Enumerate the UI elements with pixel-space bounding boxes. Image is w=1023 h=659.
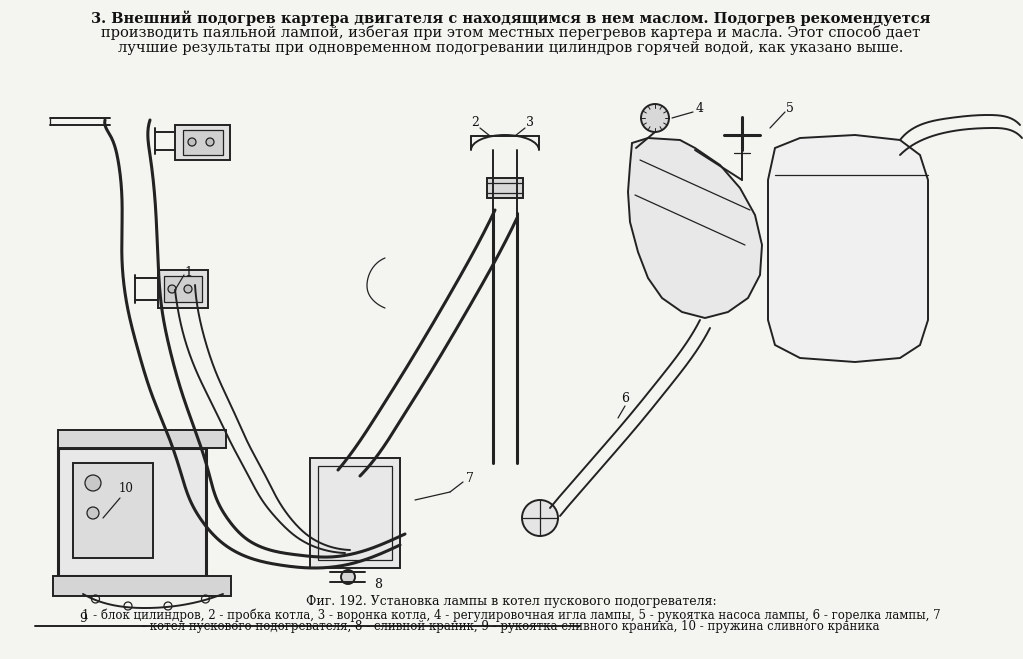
Bar (158, 270, 208, 308)
Polygon shape (628, 138, 762, 318)
Circle shape (85, 475, 101, 491)
Text: 8: 8 (374, 577, 382, 590)
Bar (58, 448, 206, 576)
Text: 3: 3 (526, 117, 534, 130)
Text: 9: 9 (79, 612, 87, 625)
Circle shape (168, 285, 176, 293)
Text: 4: 4 (696, 101, 704, 115)
Text: 1: 1 (184, 266, 192, 279)
Circle shape (188, 138, 196, 146)
Bar (487, 178, 523, 198)
Text: лучшие результаты при одновременном подогревании цилиндров горячей водой, как ук: лучшие результаты при одновременном подо… (119, 41, 903, 55)
Circle shape (206, 138, 214, 146)
Bar (53, 576, 231, 596)
Text: 7: 7 (466, 471, 474, 484)
Circle shape (522, 500, 558, 536)
Circle shape (87, 507, 99, 519)
Bar (183, 130, 223, 155)
Polygon shape (768, 135, 928, 362)
Circle shape (641, 104, 669, 132)
Bar (175, 125, 230, 160)
Text: 2: 2 (471, 117, 479, 130)
Text: производить паяльной лампой, избегая при этом местных перегревов картера и масла: производить паяльной лампой, избегая при… (101, 26, 921, 40)
Text: 6: 6 (621, 391, 629, 405)
Text: 5: 5 (786, 101, 794, 115)
Bar (164, 276, 202, 302)
Circle shape (341, 570, 355, 584)
Text: 3. Внешний подогрев картера двигателя с находящимся в нем маслом. Подогрев реком: 3. Внешний подогрев картера двигателя с … (91, 10, 931, 26)
Circle shape (184, 285, 192, 293)
Bar (58, 430, 226, 448)
Text: Фиг. 192. Установка лампы в котел пускового подогревателя:: Фиг. 192. Установка лампы в котел пусков… (306, 595, 716, 608)
Text: - котел пускового подогревателя, 8 - сливной краник, 9 - рукоятка сливного крани: - котел пускового подогревателя, 8 - сли… (142, 620, 880, 633)
Text: 10: 10 (119, 482, 133, 494)
Bar (318, 466, 392, 560)
Bar (73, 463, 153, 558)
Bar (310, 458, 400, 568)
Text: 1 - блок цилиндров, 2 - пробка котла, 3 - воронка котла, 4 - регулировочная игла: 1 - блок цилиндров, 2 - пробка котла, 3 … (82, 608, 940, 621)
